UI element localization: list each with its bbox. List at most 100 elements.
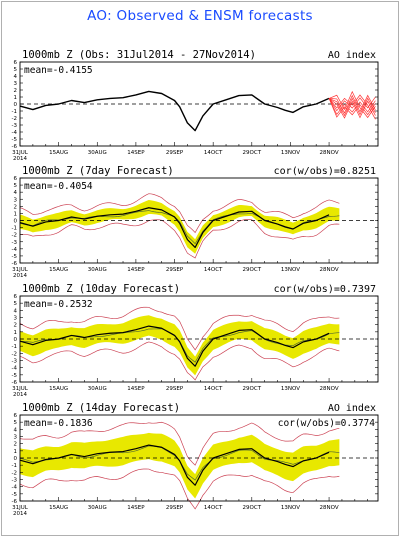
- y-tick-label: 3: [14, 316, 18, 322]
- x-tick-label: 29OCT: [243, 386, 262, 392]
- ensemble-member-line: [328, 98, 376, 119]
- ensemble-spread-line: [19, 193, 340, 234]
- figure-title: AO: Observed & ENSM forecasts: [87, 8, 313, 24]
- x-tick-label: 13NOV: [281, 505, 300, 511]
- x-tick-label: 28NOV: [320, 150, 339, 156]
- y-tick-label: -4: [12, 366, 18, 372]
- x-tick-label: 14OCT: [204, 267, 223, 273]
- x-tick-label: 29OCT: [243, 267, 262, 273]
- x-tick-label: 14SEP: [127, 150, 145, 156]
- x-tick-label: 29SEP: [166, 386, 184, 392]
- y-tick-label: -1: [12, 463, 17, 469]
- y-tick-label: 5: [14, 183, 18, 189]
- y-tick-label: 3: [14, 435, 18, 441]
- mean-label-bg: [22, 417, 92, 428]
- y-tick-label: 5: [14, 67, 18, 73]
- y-tick-label: -1: [12, 344, 17, 350]
- y-tick-label: 5: [14, 301, 18, 307]
- x-tick-label: 13NOV: [281, 150, 300, 156]
- x-tick-label: 15AUG: [49, 505, 68, 511]
- y-tick-label: -5: [12, 492, 18, 498]
- y-tick-label: -3: [12, 240, 18, 246]
- y-tick-label: 1: [14, 330, 18, 336]
- y-tick-label: 2: [14, 323, 18, 329]
- y-tick-label: 6: [14, 60, 18, 66]
- x-tick-label: 14SEP: [127, 267, 145, 273]
- y-tick-label: -3: [12, 123, 18, 129]
- x-tick-label: 28NOV: [320, 267, 339, 273]
- y-tick-label: 2: [14, 88, 18, 94]
- x-tick-label: 2014: [13, 273, 27, 279]
- y-tick-label: -2: [12, 470, 17, 476]
- y-tick-label: -5: [12, 373, 18, 379]
- mean-label: mean=-0.4155: [24, 65, 93, 76]
- y-tick-label: 3: [14, 81, 18, 87]
- y-tick-label: 0: [14, 337, 18, 343]
- ensemble-spread-line: [19, 341, 340, 381]
- y-tick-label: -4: [12, 130, 18, 136]
- ensemble-member-line: [328, 98, 376, 116]
- x-tick-label: 2014: [13, 156, 27, 162]
- ensemble-member-line: [328, 94, 376, 120]
- ensemble-spread-line: [19, 306, 340, 351]
- x-tick-label: 31JUL: [12, 267, 29, 273]
- x-tick-label: 14OCT: [204, 150, 223, 156]
- y-tick-label: 1: [14, 211, 18, 217]
- y-tick-label: -1: [12, 226, 17, 232]
- y-tick-label: -3: [12, 478, 18, 484]
- x-tick-label: 13NOV: [281, 386, 300, 392]
- y-tick-label: 5: [14, 420, 18, 426]
- x-tick-label: 2014: [13, 511, 27, 517]
- ensemble-band: [20, 200, 340, 254]
- y-tick-label: -6: [12, 380, 18, 386]
- chart-panel-3: 1000mb Z (10day Forecast) cor(w/obs)=0.73…: [12, 283, 379, 398]
- y-tick-label: 0: [14, 102, 18, 108]
- panel-right-label: cor(w/obs)=0.7397: [274, 284, 376, 295]
- x-tick-label: 31JUL: [12, 505, 29, 511]
- chart-panel-4: 1000mb Z (14day Forecast) AO index mean=-0…: [12, 402, 379, 517]
- observed-line: [19, 444, 330, 486]
- y-tick-label: 0: [14, 456, 18, 462]
- x-tick-label: 29SEP: [166, 505, 184, 511]
- x-tick-label: 30AUG: [88, 150, 107, 156]
- x-tick-label: 30AUG: [88, 267, 107, 273]
- corr-label-bg: [266, 417, 376, 428]
- ensemble-band: [20, 315, 340, 376]
- y-tick-label: 0: [14, 219, 18, 225]
- ensemble-member-line: [328, 90, 376, 119]
- mean-label: mean=-0.1836: [24, 418, 93, 429]
- x-tick-label: 30AUG: [88, 386, 107, 392]
- x-tick-label: 13NOV: [281, 267, 300, 273]
- y-tick-label: 4: [14, 74, 18, 80]
- y-tick-label: 4: [14, 308, 18, 314]
- ensemble-member-line: [329, 94, 376, 114]
- ensemble-member-line: [328, 98, 376, 118]
- x-tick-label: 15AUG: [49, 267, 68, 273]
- x-tick-label: 28NOV: [320, 505, 339, 511]
- corr-label: cor(w/obs)=0.3774: [278, 418, 376, 429]
- panel-title: 1000mb Z (Obs: 31Jul2014 - 27Nov2014): [22, 49, 256, 61]
- x-tick-label: 14SEP: [127, 505, 145, 511]
- y-tick-label: 3: [14, 197, 18, 203]
- x-tick-label: 14SEP: [127, 386, 145, 392]
- x-tick-label: 31JUL: [12, 150, 29, 156]
- ensemble-member-line: [328, 96, 376, 112]
- panel-right-label: cor(w/obs)=0.8251: [274, 166, 376, 177]
- panel-title: 1000mb Z (10day Forecast): [22, 283, 180, 295]
- panel-right-label: AO index: [328, 50, 376, 61]
- x-tick-label: 29SEP: [166, 267, 184, 273]
- x-tick-label: 14OCT: [204, 505, 223, 511]
- x-tick-label: 2014: [13, 392, 27, 398]
- y-tick-label: 4: [14, 427, 18, 433]
- y-tick-label: -6: [12, 261, 18, 267]
- y-tick-label: 4: [14, 190, 18, 196]
- chart-panel-2: 1000mb Z (7day Forecast) cor(w/obs)=0.825…: [12, 165, 379, 279]
- y-tick-label: -6: [12, 499, 18, 505]
- y-tick-label: -3: [12, 359, 18, 365]
- ensemble-spread-line: [19, 421, 340, 466]
- ensemble-member-line: [328, 97, 376, 117]
- ensemble-spread-line: [19, 468, 340, 510]
- ensemble-band: [20, 432, 340, 499]
- y-tick-label: -6: [12, 144, 18, 150]
